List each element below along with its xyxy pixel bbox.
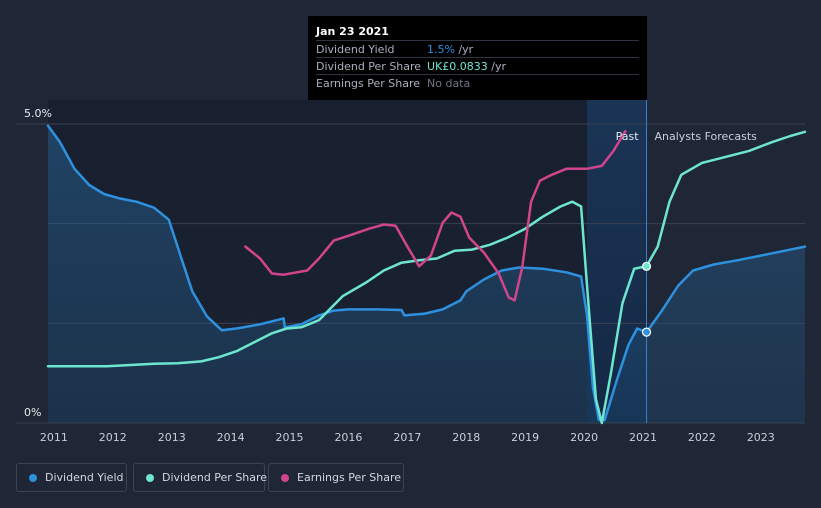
x-tick-label: 2023 (747, 431, 775, 444)
x-tick-label: 2013 (158, 431, 186, 444)
dividend-yield-area (48, 125, 805, 424)
legend-dividend-per-share[interactable]: Dividend Per Share (133, 463, 268, 492)
legend-dot-icon (281, 474, 289, 482)
x-tick-label: 2019 (511, 431, 539, 444)
x-tick-label: 2012 (99, 431, 127, 444)
tooltip-row-dividend-yield: Dividend Yield 1.5% /yr (316, 40, 639, 58)
x-tick-label: 2021 (629, 431, 657, 444)
y-axis-top-label: 5.0% (24, 107, 52, 120)
tooltip-unit: /yr (487, 60, 507, 73)
x-axis-ticks: 2011 2012 2013 2014 2015 2016 2017 2018 2019 2020… (40, 431, 775, 444)
x-tick-label: 2017 (393, 431, 421, 444)
tooltip-row-dividend-per-share: Dividend Per Share UK£0.0833 /yr (316, 57, 639, 75)
legend-label: Earnings Per Share (297, 471, 402, 484)
legend-label: Dividend Yield (45, 471, 124, 484)
legend-dot-icon (146, 474, 154, 482)
x-tick-label: 2014 (217, 431, 245, 444)
x-tick-label: 2015 (276, 431, 304, 444)
x-tick-label: 2022 (688, 431, 716, 444)
tooltip-value: UK£0.0833 (427, 60, 488, 73)
tooltip-value: No data (427, 77, 471, 90)
hover-marker-dividend-per-share (641, 261, 652, 271)
series-line-dividend-per-share (46, 130, 807, 425)
x-tick-label: 2020 (570, 431, 598, 444)
tooltip-label: Dividend Per Share (316, 60, 422, 73)
x-tick-label: 2018 (452, 431, 480, 444)
hover-markers (641, 261, 652, 337)
legend-dot-icon (29, 474, 37, 482)
x-tick-label: 2016 (334, 431, 362, 444)
hover-tooltip: Jan 23 2021 Dividend Yield 1.5% /yr Divi… (308, 16, 647, 100)
series-line-earnings-per-share (244, 129, 627, 302)
legend-earnings-per-share[interactable]: Earnings Per Share (268, 463, 404, 492)
legend-label: Dividend Per Share (162, 471, 268, 484)
past-label: Past (616, 130, 640, 143)
tooltip-unit: /yr (454, 43, 474, 56)
tooltip-label: Earnings Per Share (316, 77, 421, 90)
x-tick-label: 2011 (40, 431, 68, 444)
analysts-forecasts-label: Analysts Forecasts (655, 130, 758, 143)
tooltip-label: Dividend Yield (316, 43, 395, 56)
legend-dividend-yield[interactable]: Dividend Yield (16, 463, 127, 492)
tooltip-date: Jan 23 2021 (316, 25, 389, 38)
y-axis-bottom-label: 0% (24, 406, 41, 419)
tooltip-value: 1.5% (427, 43, 455, 56)
hover-marker-dividend-yield (641, 327, 652, 337)
tooltip-row-earnings-per-share: Earnings Per Share No data (316, 74, 639, 92)
